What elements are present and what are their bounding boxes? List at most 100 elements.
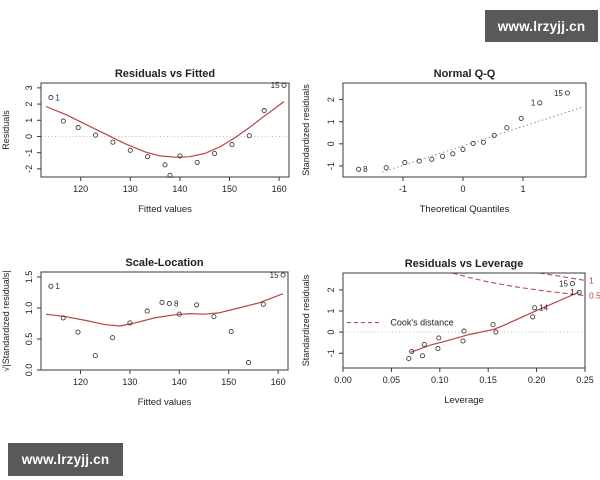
x-tick-label: 160 xyxy=(271,377,286,387)
data-point xyxy=(490,322,496,328)
data-point xyxy=(480,139,486,145)
x-axis-label: Leverage xyxy=(444,395,484,406)
x-tick-label: 160 xyxy=(272,184,287,194)
data-point xyxy=(60,315,66,321)
y-tick-label: 0 xyxy=(326,141,336,146)
point-label: 1 xyxy=(570,288,575,297)
y-tick-label: 1 xyxy=(326,119,336,124)
smoother-curve xyxy=(410,291,580,353)
data-point xyxy=(569,281,575,287)
data-point xyxy=(461,328,467,334)
data-point xyxy=(576,289,582,295)
data-point xyxy=(518,115,524,121)
x-tick-label: 0.00 xyxy=(334,375,352,385)
data-point xyxy=(470,140,476,146)
data-point xyxy=(75,329,81,335)
cooks-contour-label: 0.5 xyxy=(589,291,600,301)
data-point xyxy=(537,100,543,106)
data-point xyxy=(212,150,218,157)
data-point xyxy=(440,153,446,159)
data-point xyxy=(92,353,98,359)
data-point xyxy=(421,341,427,347)
data-point xyxy=(356,166,362,172)
x-axis-label: Fitted values xyxy=(138,204,192,215)
y-tick-label: 1 xyxy=(24,118,34,123)
y-tick-label: 3 xyxy=(24,85,34,90)
point-label: 1 xyxy=(55,282,60,291)
x-tick-label: 120 xyxy=(73,377,88,387)
data-point xyxy=(460,338,466,344)
x-tick-label: 120 xyxy=(73,184,88,194)
data-point xyxy=(110,139,116,145)
x-tick-label: 140 xyxy=(172,377,187,387)
data-point xyxy=(491,132,497,138)
y-tick-label: 2 xyxy=(24,102,34,107)
y-axis-label: Standardized residuals xyxy=(301,274,311,366)
data-point xyxy=(245,360,252,366)
data-point xyxy=(162,162,168,168)
data-point xyxy=(144,308,150,314)
x-tick-label: 130 xyxy=(123,184,138,194)
data-point xyxy=(409,348,415,355)
data-point xyxy=(48,95,54,101)
residuals-vs-fitted-plot: 1 15 120 130 140 150 160 -2 -1 0 1 2 3 Residuals vs F… xyxy=(1,68,290,215)
cooks-legend-label: Cook's distance xyxy=(390,318,453,328)
plot-title: Residuals vs Leverage xyxy=(405,258,524,270)
data-point xyxy=(402,160,408,166)
point-label: 8 xyxy=(363,165,368,174)
x-tick-label: 0 xyxy=(460,184,465,194)
data-point xyxy=(93,132,99,138)
scale-location-plot: 1 8 15 120 130 140 150 160 0.0 0.5 1.0 1.5 Scale-Loc… xyxy=(1,257,289,408)
plot-title: Normal Q-Q xyxy=(434,68,496,80)
y-tick-label: -1 xyxy=(326,349,336,357)
y-tick-label: 0 xyxy=(24,134,34,139)
data-point xyxy=(246,133,252,139)
point-label: 8 xyxy=(174,299,179,308)
data-point xyxy=(435,346,441,352)
x-tick-label: 0.25 xyxy=(576,375,594,385)
smoother-curve xyxy=(45,101,285,158)
data-point xyxy=(564,90,570,96)
data-point xyxy=(419,353,425,359)
plot-title: Residuals vs Fitted xyxy=(115,68,215,80)
point-label: 1 xyxy=(55,93,60,102)
data-point xyxy=(504,125,510,131)
x-tick-label: 150 xyxy=(222,184,237,194)
data-point xyxy=(530,314,536,320)
y-axis-label: Standardized residuals xyxy=(301,84,311,176)
y-tick-label: 2 xyxy=(326,97,336,102)
data-point xyxy=(281,82,287,88)
data-point xyxy=(60,118,66,124)
x-tick-label: 0.10 xyxy=(431,375,449,385)
y-tick-label: 1.0 xyxy=(24,302,34,315)
data-point xyxy=(228,328,234,335)
cooks-contour-label: 1 xyxy=(589,275,594,285)
x-tick-label: 0.05 xyxy=(383,375,401,385)
data-point xyxy=(145,154,151,160)
y-tick-label: 2 xyxy=(326,287,336,292)
data-point xyxy=(194,159,200,165)
data-point xyxy=(127,320,133,326)
data-point xyxy=(166,301,172,307)
y-tick-label: 1 xyxy=(326,308,336,313)
data-point xyxy=(260,301,266,307)
x-tick-label: 1 xyxy=(520,184,525,194)
data-point xyxy=(176,311,182,317)
watermark-top-right: www.lrzyjj.cn xyxy=(485,10,598,42)
data-point xyxy=(177,153,183,159)
point-label: 15 xyxy=(559,279,568,288)
plot-title: Scale-Location xyxy=(125,257,204,269)
plot-box xyxy=(40,271,289,371)
data-point xyxy=(280,272,286,278)
data-point xyxy=(383,165,389,171)
y-tick-label: -2 xyxy=(24,165,34,173)
plot-box xyxy=(342,82,587,178)
x-tick-label: -1 xyxy=(399,184,407,194)
y-tick-label: -1 xyxy=(326,162,336,170)
point-label: 15 xyxy=(554,89,563,98)
plot-box xyxy=(342,272,586,369)
data-point xyxy=(159,299,165,305)
point-label: 14 xyxy=(539,304,548,313)
